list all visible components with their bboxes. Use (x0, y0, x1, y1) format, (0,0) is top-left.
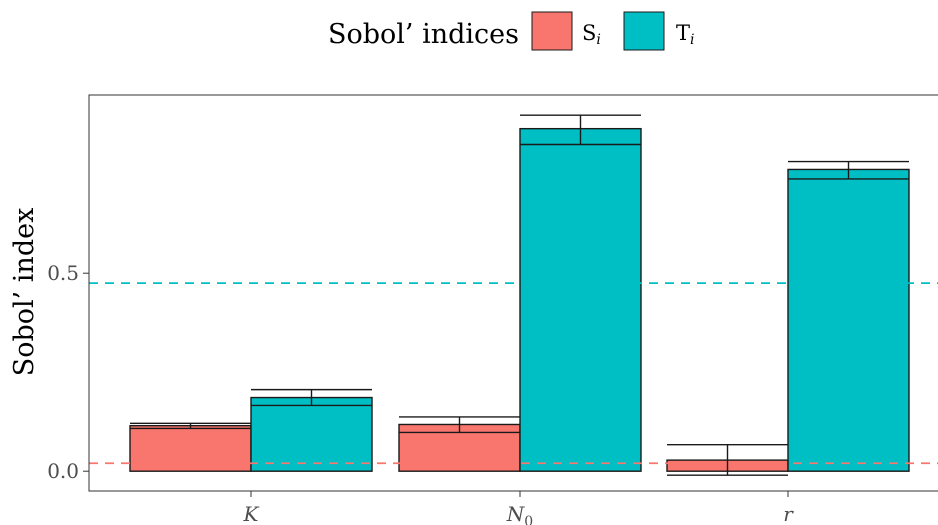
legend-label-si: Si (582, 21, 601, 48)
legend: Sobol’ indices Si Ti (328, 11, 695, 51)
bar-Ti-r (787, 168, 910, 472)
y-axis-title: Sobol’ index (9, 208, 40, 377)
plot-area (89, 114, 938, 476)
y-tick-label: 0.5 (47, 261, 79, 285)
x-tick-label: N0 (506, 502, 533, 525)
x-tick-label: K (243, 502, 260, 525)
x-tick-label-main: K (243, 502, 260, 525)
bar-Ti-K (250, 396, 373, 472)
x-tick-label-main: r (783, 502, 794, 525)
x-tick-label-main: N (506, 502, 526, 525)
legend-label-si-sub: i (596, 32, 600, 48)
bar-Ti-N0 (519, 127, 642, 472)
x-tick-label-sub: 0 (524, 514, 533, 525)
legend-title: Sobol’ indices (328, 19, 519, 50)
y-axis: 0.0 0.5 (47, 261, 89, 483)
legend-swatch-si (531, 11, 573, 51)
panel-border (88, 94, 938, 492)
legend-label-ti: Ti (676, 21, 695, 48)
legend-swatch-ti (623, 11, 665, 51)
y-tick-label: 0.0 (47, 459, 79, 483)
bar-Si-K (129, 424, 252, 472)
x-tick-label: r (783, 502, 794, 525)
legend-label-ti-sub: i (690, 32, 694, 48)
legend-label-ti-main: T (676, 21, 690, 45)
x-axis: K N0 r (243, 491, 794, 525)
legend-label-si-main: S (582, 21, 596, 45)
